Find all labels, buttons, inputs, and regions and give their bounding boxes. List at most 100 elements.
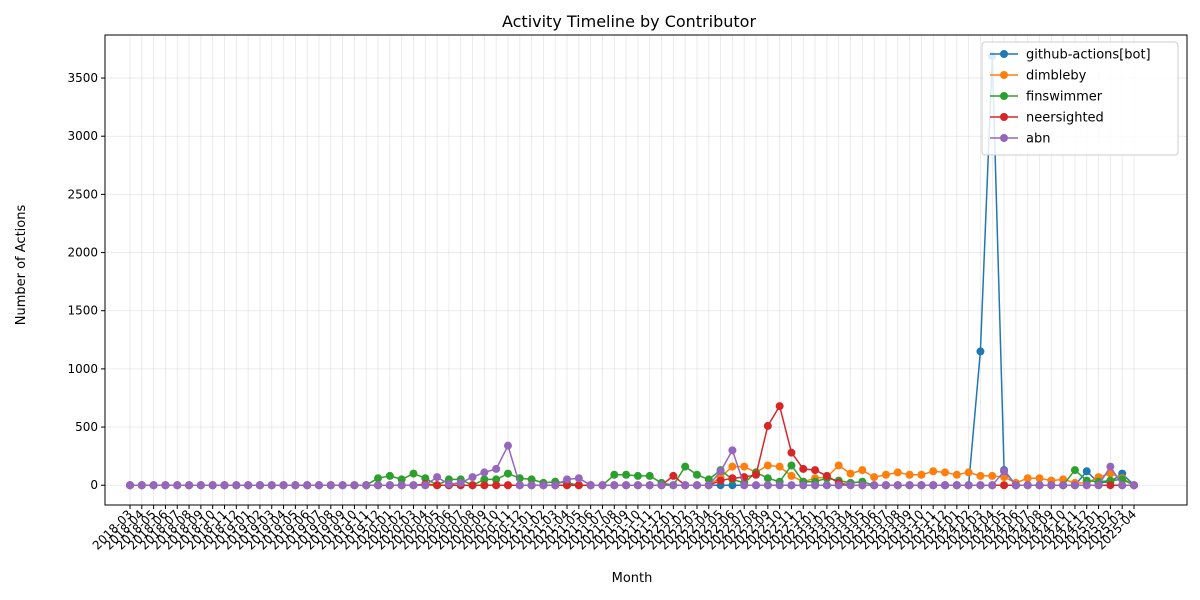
data-point [1094, 481, 1103, 490]
data-point [799, 464, 808, 473]
data-point [161, 481, 170, 490]
data-point [763, 474, 772, 483]
data-point [763, 481, 772, 490]
data-point [728, 474, 737, 483]
data-point [704, 481, 713, 490]
series-layer [126, 51, 1138, 490]
data-point [1106, 481, 1115, 490]
data-point [728, 462, 737, 471]
y-tick-label: 3500 [67, 71, 98, 85]
data-point [881, 481, 890, 490]
data-point [1035, 474, 1044, 483]
data-point [1118, 481, 1127, 490]
data-point [610, 481, 619, 490]
data-point [397, 481, 406, 490]
data-point [468, 481, 477, 490]
axes: 05001000150020002500300035002018-032018-… [67, 34, 1188, 553]
data-point [574, 474, 583, 483]
data-point [350, 481, 359, 490]
legend-marker [1000, 134, 1008, 142]
data-point [740, 481, 749, 490]
data-point [503, 481, 512, 490]
data-point [527, 481, 536, 490]
y-tick-label: 0 [90, 478, 98, 492]
data-point [704, 475, 713, 484]
data-point [917, 470, 926, 479]
data-point [752, 470, 761, 479]
data-point [964, 481, 973, 490]
data-point [137, 481, 146, 490]
data-point [976, 481, 985, 490]
data-point [893, 468, 902, 477]
data-point [456, 478, 465, 487]
data-point [775, 402, 784, 411]
data-point [1082, 481, 1091, 490]
data-point [976, 471, 985, 480]
data-point [822, 471, 831, 480]
data-point [1047, 481, 1056, 490]
data-point [905, 481, 914, 490]
data-point [740, 462, 749, 471]
data-point [964, 468, 973, 477]
data-point [775, 481, 784, 490]
data-point [787, 471, 796, 480]
data-point [988, 471, 997, 480]
data-point [255, 481, 264, 490]
data-point [539, 481, 548, 490]
y-tick-label: 1500 [67, 304, 98, 318]
data-point [1011, 481, 1020, 490]
data-point [976, 347, 985, 356]
data-point [728, 446, 737, 455]
data-point [126, 481, 134, 490]
data-point [409, 481, 418, 490]
data-point [291, 481, 300, 490]
data-point [669, 471, 678, 480]
data-point [622, 481, 631, 490]
data-point [397, 475, 406, 484]
legend-marker [1000, 92, 1008, 100]
data-point [799, 481, 808, 490]
data-point [752, 481, 761, 490]
data-point [1023, 474, 1032, 483]
data-point [338, 481, 347, 490]
data-point [657, 481, 666, 490]
x-axis-label: Month [612, 571, 653, 586]
data-point [409, 469, 418, 478]
data-point [811, 466, 820, 475]
data-point [633, 471, 642, 480]
plot-frame [104, 34, 1188, 506]
data-point [314, 481, 323, 490]
data-point [811, 481, 820, 490]
data-point [692, 470, 701, 479]
data-point [563, 475, 572, 484]
data-point [385, 481, 394, 490]
data-point [1000, 473, 1009, 482]
data-point [1070, 481, 1079, 490]
data-point [941, 468, 950, 477]
data-point [763, 461, 772, 470]
data-point [208, 481, 217, 490]
data-point [385, 471, 394, 480]
data-point [598, 481, 607, 490]
data-point [574, 481, 583, 490]
data-point [846, 481, 855, 490]
legend-marker [1000, 113, 1008, 121]
data-point [232, 481, 241, 490]
data-point [858, 466, 867, 475]
data-point [858, 481, 867, 490]
data-point [1000, 467, 1009, 476]
legend-marker [1000, 50, 1008, 58]
data-point [149, 481, 158, 490]
data-point [952, 470, 961, 479]
data-point [563, 481, 572, 490]
data-point [1130, 481, 1138, 490]
data-point [633, 481, 642, 490]
data-point [492, 464, 501, 473]
data-point [492, 475, 501, 484]
data-point [1059, 481, 1068, 490]
data-point [988, 481, 997, 490]
data-point [515, 481, 524, 490]
legend: github-actions[bot] dimbleby finswimmer nee… [981, 41, 1179, 156]
data-point [822, 481, 831, 490]
data-point [374, 474, 383, 483]
